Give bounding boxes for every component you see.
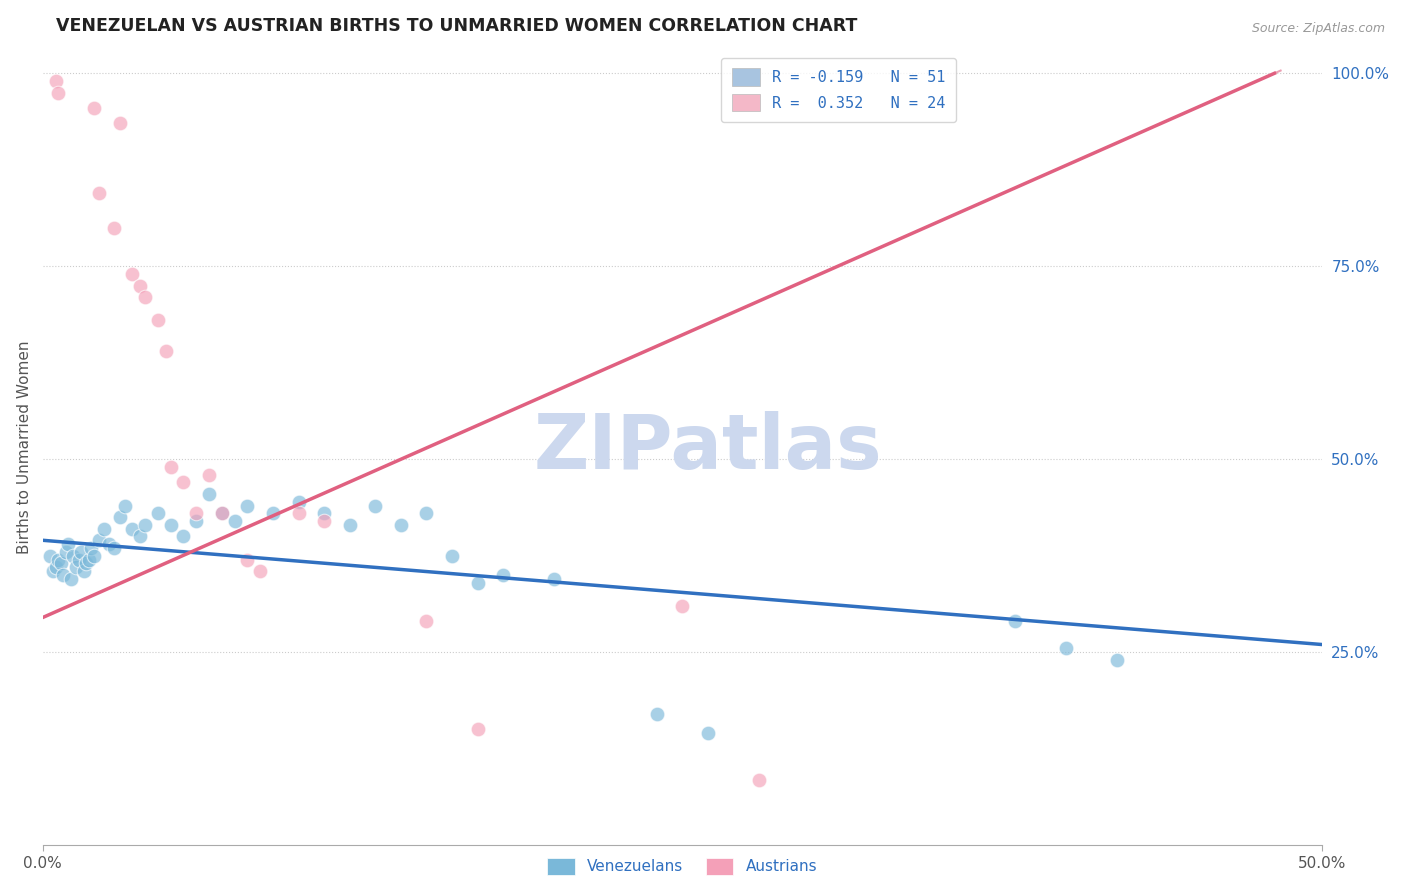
Point (287, 506, 309, 520)
Point (645, 706, 668, 721)
Point (103, 220, 125, 235)
Point (75, 557, 97, 571)
Y-axis label: Births to Unmarried Women: Births to Unmarried Women (17, 341, 32, 555)
Point (83, 101, 105, 115)
Point (103, 541, 125, 555)
Point (314, 514, 336, 528)
Point (1054, 641, 1077, 656)
Point (59, 572, 82, 586)
Point (93, 522, 115, 536)
Point (748, 772, 770, 787)
Point (58, 537, 80, 551)
Point (415, 506, 437, 520)
Point (159, 517, 181, 532)
Point (65, 560, 87, 574)
Point (45, 74, 67, 88)
Point (121, 522, 143, 536)
Point (440, 549, 463, 563)
Point (389, 517, 412, 532)
Point (46, 552, 69, 566)
Point (121, 267, 143, 281)
Point (236, 499, 259, 513)
Point (172, 475, 194, 490)
Point (87, 186, 110, 200)
Point (155, 344, 177, 359)
Point (696, 726, 718, 740)
Point (671, 599, 693, 613)
Point (198, 467, 221, 482)
Text: VENEZUELAN VS AUSTRIAN BIRTHS TO UNMARRIED WOMEN CORRELATION CHART: VENEZUELAN VS AUSTRIAN BIRTHS TO UNMARRI… (56, 17, 856, 35)
Point (98, 537, 121, 551)
Point (134, 517, 156, 532)
Point (39, 549, 62, 563)
Point (364, 499, 387, 513)
Point (129, 278, 152, 293)
Text: ZIPatlas: ZIPatlas (533, 410, 882, 484)
Point (249, 564, 271, 578)
Point (339, 517, 361, 532)
Point (129, 529, 152, 543)
Point (108, 510, 131, 524)
Point (467, 723, 489, 737)
Point (134, 290, 156, 304)
Point (172, 529, 194, 543)
Point (146, 313, 169, 327)
Point (211, 506, 233, 520)
Point (46, 86, 69, 100)
Point (114, 499, 136, 513)
Point (45, 560, 67, 574)
Point (492, 568, 515, 582)
Point (198, 487, 221, 501)
Point (262, 506, 284, 520)
Point (236, 552, 259, 566)
Point (415, 615, 437, 629)
Point (146, 506, 169, 520)
Point (77, 552, 100, 566)
Point (55, 545, 77, 559)
Point (70, 545, 93, 559)
Point (287, 494, 309, 508)
Point (62, 549, 84, 563)
Point (108, 116, 131, 130)
Point (314, 506, 336, 520)
Point (52, 568, 75, 582)
Legend: Venezuelans, Austrians: Venezuelans, Austrians (541, 852, 824, 881)
Point (211, 506, 233, 520)
Point (1105, 653, 1128, 667)
Point (83, 549, 105, 563)
Point (87, 533, 110, 548)
Point (42, 564, 65, 578)
Point (1004, 615, 1026, 629)
Point (467, 575, 489, 590)
Point (186, 514, 208, 528)
Point (543, 572, 565, 586)
Point (80, 541, 103, 555)
Point (224, 514, 246, 528)
Point (159, 459, 181, 474)
Point (67, 552, 90, 566)
Point (186, 506, 208, 520)
Text: Source: ZipAtlas.com: Source: ZipAtlas.com (1251, 22, 1385, 36)
Point (49, 557, 72, 571)
Point (73, 564, 96, 578)
